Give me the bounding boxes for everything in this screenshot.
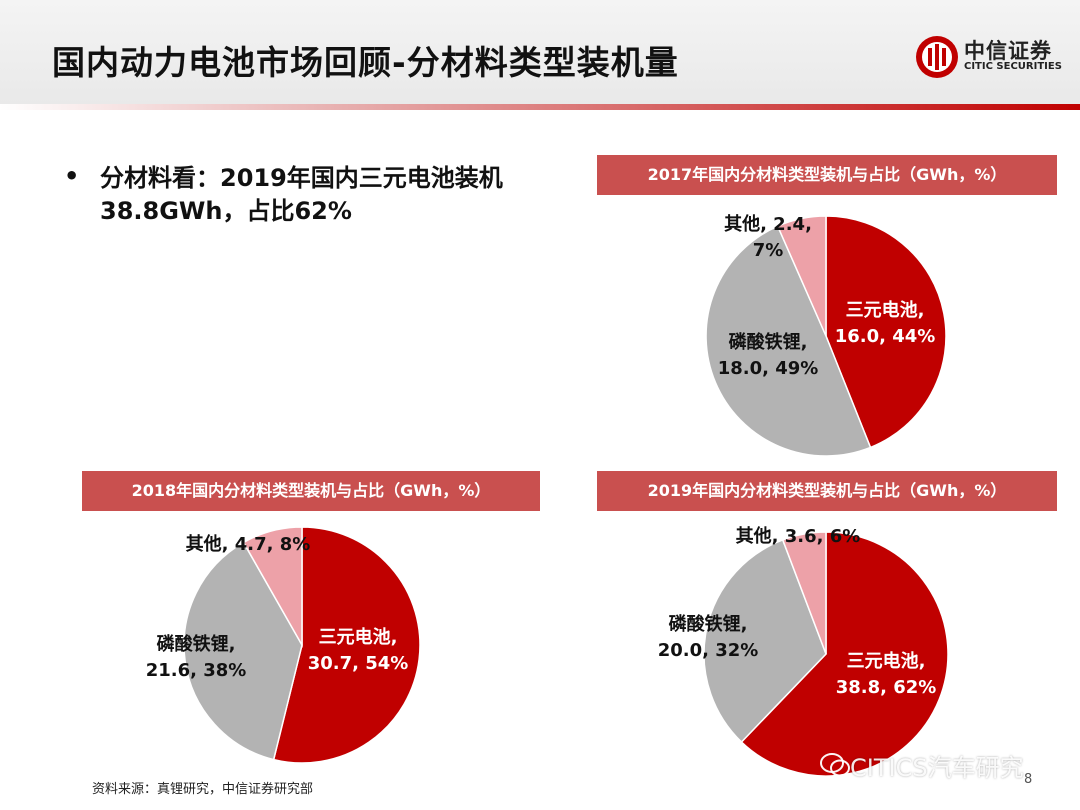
data-label-ternary: 三元电池, 16.0, 44% <box>835 299 936 347</box>
data-label-lfp: 磷酸铁锂, 21.6, 38% <box>146 633 247 681</box>
chart-title-2019: 2019年国内分材料类型装机与占比（GWh，%） <box>597 471 1057 511</box>
pie-slice-ternary <box>272 526 421 764</box>
pie-slice-ternary <box>825 215 947 449</box>
data-label-other: 其他, 2.4, 7% <box>724 213 812 261</box>
data-label-ternary: 三元电池, 38.8, 62% <box>836 650 937 698</box>
pie-slice-lfp <box>705 225 872 457</box>
pie-chart-2018: 三元电池, 30.7, 54% 磷酸铁锂, 21.6, 38% 其他, 4.7, 8% <box>146 526 421 764</box>
chart-title-2017: 2017年国内分材料类型装机与占比（GWh，%） <box>597 155 1057 195</box>
pie-slice-other <box>776 215 827 337</box>
page-title: 国内动力电池市场回顾-分材料类型装机量 <box>52 43 679 82</box>
pie-chart-2017: 三元电池, 16.0, 44% 磷酸铁锂, 18.0, 49% 其他, 2.4, 7% <box>705 213 947 457</box>
wechat-icon <box>820 753 850 777</box>
data-label-lfp: 磷酸铁锂, 20.0, 32% <box>658 613 759 661</box>
bullet-text: 分材料看：2019年国内三元电池装机38.8GWh，占比62% <box>100 164 503 225</box>
data-label-other: 其他, 4.7, 8% <box>186 533 311 555</box>
pie-slice-other <box>781 531 827 655</box>
data-label-other: 其他, 3.6, 6% <box>736 525 861 547</box>
watermark: CITICS汽车研究 <box>850 754 1024 782</box>
page-number: 8 <box>1024 772 1033 787</box>
source-note: 资料来源：真锂研究，中信证券研究部 <box>92 782 314 797</box>
bullet-marker: • <box>64 162 80 190</box>
logo-name-en: CITIC SECURITIES <box>964 61 1062 72</box>
pie-slice-other <box>242 526 303 648</box>
data-label-lfp: 磷酸铁锂, 18.0, 49% <box>718 331 819 379</box>
data-label-ternary: 三元电池, 30.7, 54% <box>308 626 409 674</box>
pie-slice-lfp <box>703 538 827 744</box>
citic-logo: 中信证券 CITIC SECURITIES <box>914 34 1064 80</box>
header-bar <box>0 0 1080 104</box>
chart-title-2018: 2018年国内分材料类型装机与占比（GWh，%） <box>82 471 540 511</box>
logo-name-cn: 中信证券 <box>964 39 1052 63</box>
citic-logo-icon <box>916 36 958 78</box>
pie-chart-2019: 三元电池, 38.8, 62% 磷酸铁锂, 20.0, 32% 其他, 3.6, 6% <box>658 525 949 777</box>
header-divider <box>0 104 1080 110</box>
pie-slice-ternary <box>740 531 949 777</box>
pie-slice-lfp <box>183 541 303 761</box>
